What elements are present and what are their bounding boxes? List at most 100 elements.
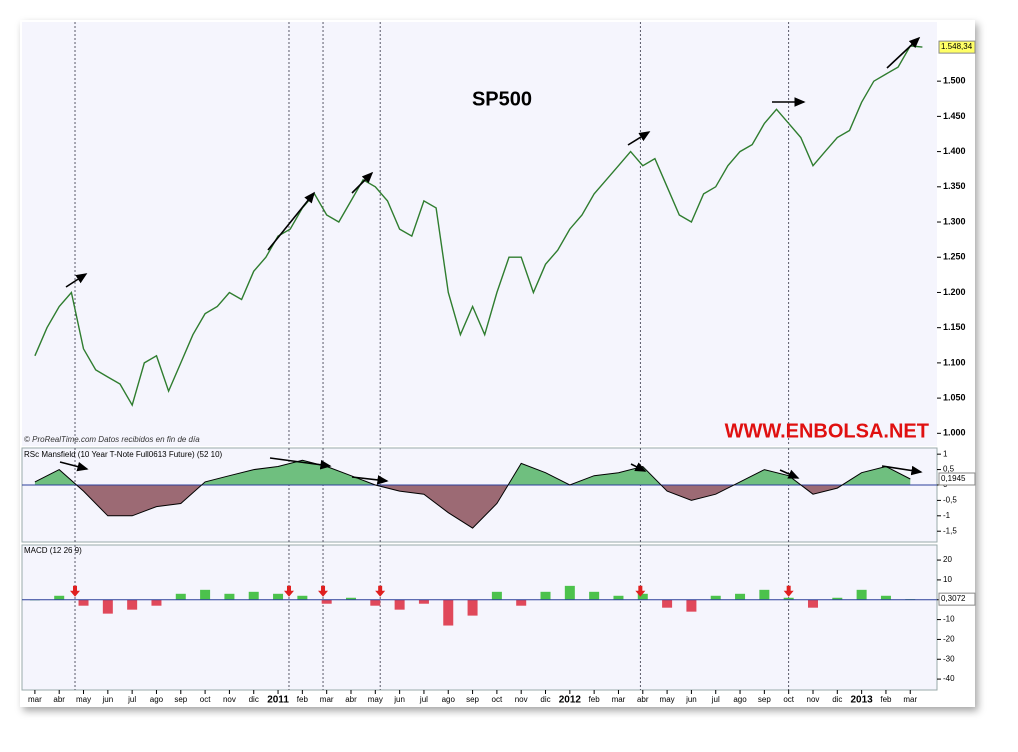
x-tick-label: 2012 [559, 695, 582, 706]
y-tick-label: 1.400 [943, 146, 966, 156]
macd-bar [613, 595, 624, 600]
macd-bar [151, 599, 162, 606]
x-tick-label: ago [442, 695, 456, 704]
macd-bar [832, 597, 843, 600]
y-tick-label: 1.500 [943, 76, 966, 86]
y-tick-label: 20 [943, 555, 952, 564]
macd-bar [686, 599, 697, 612]
macd-bar [370, 599, 381, 606]
y-tick-label: 1.250 [943, 252, 966, 262]
x-tick-label: mar [320, 695, 334, 704]
x-tick-label: abr [345, 695, 357, 704]
x-tick-label: dic [540, 695, 550, 704]
macd-bar [345, 597, 356, 600]
arrow [630, 462, 647, 472]
x-tick-label: jul [127, 695, 136, 704]
macd-bar [589, 591, 600, 600]
macd-bar [637, 593, 648, 600]
arrow [351, 171, 374, 194]
event-arrow [375, 585, 386, 597]
macd-panel [21, 544, 938, 691]
x-tick-label: 2013 [850, 695, 873, 706]
macd-bar [102, 599, 113, 614]
y-tick-label: -40 [943, 674, 955, 683]
y-tick-label: -20 [943, 635, 955, 644]
panel-title: MACD (12 26 9) [24, 546, 82, 555]
event-arrow [283, 585, 294, 597]
macd-bar [516, 599, 527, 606]
macd-bar [418, 599, 429, 604]
arrow [886, 36, 921, 69]
x-tick-label: ago [733, 695, 747, 704]
macd-bar [783, 597, 794, 600]
x-tick-label: feb [589, 695, 601, 704]
macd-bar [735, 593, 746, 600]
watermark: WWW.ENBOLSA.NET [725, 420, 929, 442]
macd-bar [54, 595, 65, 600]
y-tick-label: 0,5 [943, 465, 955, 474]
event-arrow [783, 585, 794, 597]
macd-bar [710, 595, 721, 600]
macd-bar [224, 593, 235, 600]
last-value-box [938, 40, 976, 54]
annotation-arrows [59, 36, 923, 485]
area-down [34, 484, 911, 529]
x-tick-label: jun [685, 695, 697, 704]
x-tick-label: 2011 [267, 695, 289, 706]
y-tick-label: 10 [943, 575, 952, 584]
x-tick-label: mar [903, 695, 917, 704]
arrow [267, 191, 316, 251]
macd-bar [78, 599, 89, 606]
arrow [269, 457, 332, 470]
macd-bar [394, 599, 405, 610]
x-tick-label: dic [249, 695, 259, 704]
macd-bar [321, 599, 332, 604]
x-tick-label: feb [297, 695, 309, 704]
macd-bar [200, 589, 211, 600]
y-tick-label: 1.200 [943, 287, 966, 297]
macd-bar [443, 599, 454, 626]
macd-bar [564, 585, 575, 600]
x-tick-label: jun [101, 695, 113, 704]
arrow [627, 131, 651, 146]
y-tick-label: -30 [943, 654, 955, 663]
x-tick-label: nov [807, 695, 820, 704]
price-panel [22, 22, 937, 446]
x-tick-label: oct [783, 695, 794, 704]
y-tick-label: -1,5 [943, 526, 957, 535]
event-arrow [70, 585, 81, 597]
x-tick-label: mar [28, 695, 42, 704]
x-tick-label: sep [174, 695, 187, 704]
chart-title: SP500 [472, 88, 532, 110]
last-value-label: 0,3072 [941, 594, 966, 603]
rsc-line [34, 459, 911, 529]
x-tick-label: jul [711, 695, 720, 704]
macd-bar [297, 595, 308, 600]
y-tick-label: -1 [943, 511, 951, 520]
last-value-box [938, 592, 976, 606]
y-tick-label: 1.100 [943, 357, 966, 367]
macd-bar [540, 591, 551, 600]
macd-bar [248, 591, 259, 600]
event-arrow [318, 585, 329, 597]
panel-title: RSc Mansfield (10 Year T-Note Full0613 F… [24, 450, 223, 459]
x-tick-label: jun [393, 695, 405, 704]
x-tick-label: oct [492, 695, 503, 704]
x-tick-label: may [660, 695, 675, 704]
y-tick-label: 1.150 [943, 322, 966, 332]
last-value-label: 1.548,34 [941, 42, 973, 51]
area-up [34, 460, 911, 485]
macd-bar [880, 595, 891, 600]
x-tick-label: may [368, 695, 383, 704]
y-tick-label: 1.050 [943, 392, 966, 402]
last-value-box [938, 472, 976, 486]
macd-bar [127, 599, 138, 610]
x-tick-label: abr [637, 695, 649, 704]
arrow [351, 475, 389, 485]
macd-bar [662, 599, 673, 608]
x-tick-label: may [76, 695, 91, 704]
macd-bar [175, 593, 186, 600]
macd-bar [467, 599, 478, 616]
